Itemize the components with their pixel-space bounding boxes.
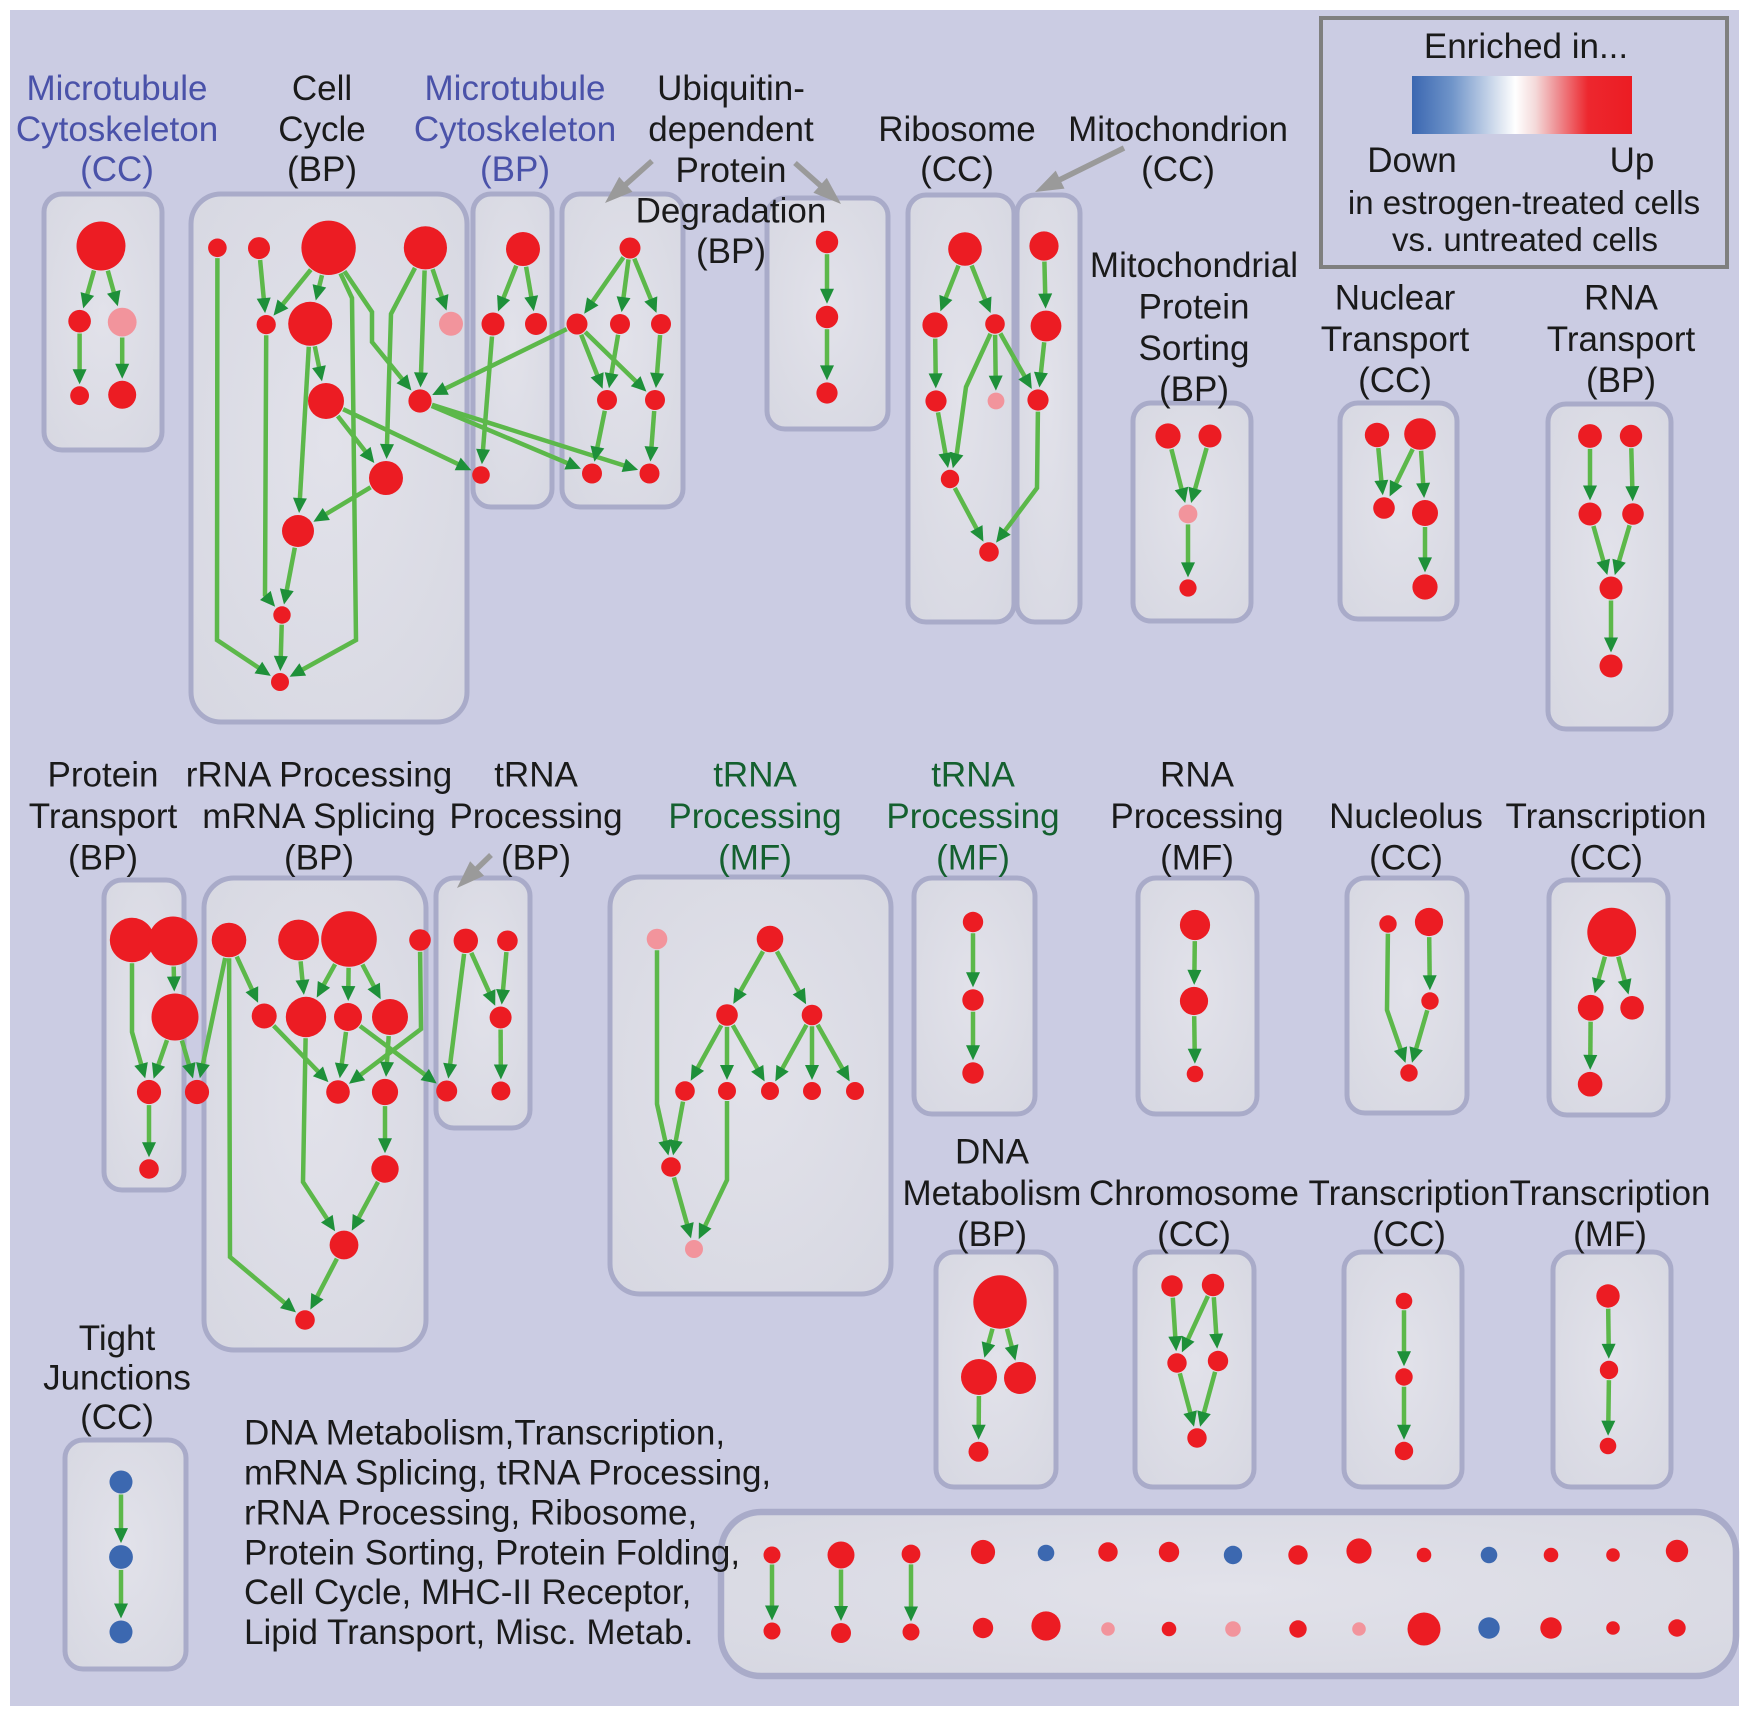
svg-text:(CC): (CC) [1141,150,1215,189]
svg-text:Transcription: Transcription [1510,1174,1711,1213]
svg-text:Cell: Cell [292,69,352,108]
svg-text:Degradation: Degradation [636,192,827,231]
svg-text:tRNA: tRNA [931,756,1015,795]
svg-text:Transcription: Transcription [1309,1174,1510,1213]
svg-text:(BP): (BP) [287,150,357,189]
svg-text:(BP): (BP) [501,839,571,878]
svg-text:Processing: Processing [668,797,841,836]
svg-text:(CC): (CC) [1569,839,1643,878]
svg-text:Transport: Transport [29,797,178,836]
svg-text:mRNA Splicing, tRNA Processing: mRNA Splicing, tRNA Processing, [244,1454,771,1493]
svg-text:(BP): (BP) [480,150,550,189]
svg-text:(BP): (BP) [284,839,354,878]
svg-text:Cytoskeleton: Cytoskeleton [16,110,218,149]
svg-text:Protein: Protein [1139,287,1250,326]
svg-text:(BP): (BP) [696,232,766,271]
svg-text:Protein: Protein [676,151,787,190]
svg-text:(MF): (MF) [1160,839,1234,878]
svg-text:Processing: Processing [886,797,1059,836]
svg-text:Microtubule: Microtubule [425,69,606,108]
svg-text:(BP): (BP) [1159,370,1229,409]
svg-text:Processing: Processing [1110,797,1283,836]
svg-text:Ribosome: Ribosome [878,110,1036,149]
svg-text:Down: Down [1367,141,1456,180]
svg-text:Mitochondrial: Mitochondrial [1090,246,1298,285]
svg-text:(CC): (CC) [920,150,994,189]
svg-text:Nuclear: Nuclear [1335,278,1456,317]
svg-text:Cytoskeleton: Cytoskeleton [414,110,616,149]
svg-text:Transport: Transport [1547,320,1696,359]
svg-text:(MF): (MF) [1573,1215,1647,1254]
svg-text:Metabolism: Metabolism [903,1174,1082,1213]
svg-text:Junctions: Junctions [43,1359,191,1398]
svg-text:vs. untreated cells: vs. untreated cells [1392,221,1658,258]
svg-text:(MF): (MF) [718,839,792,878]
svg-text:in estrogen-treated cells: in estrogen-treated cells [1348,184,1700,221]
svg-text:(BP): (BP) [957,1215,1027,1254]
svg-text:Protein Sorting, Protein Foldi: Protein Sorting, Protein Folding, [244,1533,740,1572]
svg-text:Mitochondrion: Mitochondrion [1068,110,1288,149]
svg-text:Microtubule: Microtubule [27,69,208,108]
svg-text:Transcription: Transcription [1506,797,1707,836]
svg-text:(CC): (CC) [80,1398,154,1437]
svg-text:DNA Metabolism,Transcription,: DNA Metabolism,Transcription, [244,1414,725,1453]
svg-text:Up: Up [1610,141,1655,180]
svg-text:Transport: Transport [1321,320,1470,359]
svg-text:Protein: Protein [48,756,159,795]
svg-text:dependent: dependent [648,110,814,149]
svg-text:Ubiquitin-: Ubiquitin- [657,69,805,108]
svg-text:rRNA Processing: rRNA Processing [186,756,452,795]
svg-text:Tight: Tight [79,1319,156,1358]
svg-text:Processing: Processing [449,797,622,836]
svg-text:RNA: RNA [1584,278,1659,317]
svg-text:tRNA: tRNA [494,756,578,795]
svg-text:(CC): (CC) [80,150,154,189]
svg-text:Chromosome: Chromosome [1089,1174,1299,1213]
svg-text:DNA: DNA [955,1133,1030,1172]
svg-text:(BP): (BP) [68,839,138,878]
svg-text:Cell Cycle, MHC-II Receptor,: Cell Cycle, MHC-II Receptor, [244,1573,691,1612]
svg-text:Enriched in...: Enriched in... [1424,27,1628,66]
svg-text:RNA: RNA [1160,756,1235,795]
svg-text:tRNA: tRNA [713,756,797,795]
svg-text:Lipid Transport, Misc. Metab.: Lipid Transport, Misc. Metab. [244,1613,693,1652]
svg-text:Nucleolus: Nucleolus [1329,797,1483,836]
svg-text:(CC): (CC) [1372,1215,1446,1254]
svg-text:rRNA Processing, Ribosome,: rRNA Processing, Ribosome, [244,1493,697,1532]
svg-text:(CC): (CC) [1157,1215,1231,1254]
svg-text:(CC): (CC) [1369,839,1443,878]
svg-text:Sorting: Sorting [1139,329,1250,368]
svg-text:(MF): (MF) [936,839,1010,878]
svg-text:mRNA Splicing: mRNA Splicing [202,797,435,836]
svg-text:(BP): (BP) [1586,361,1656,400]
svg-text:(CC): (CC) [1358,361,1432,400]
svg-text:Cycle: Cycle [278,110,366,149]
